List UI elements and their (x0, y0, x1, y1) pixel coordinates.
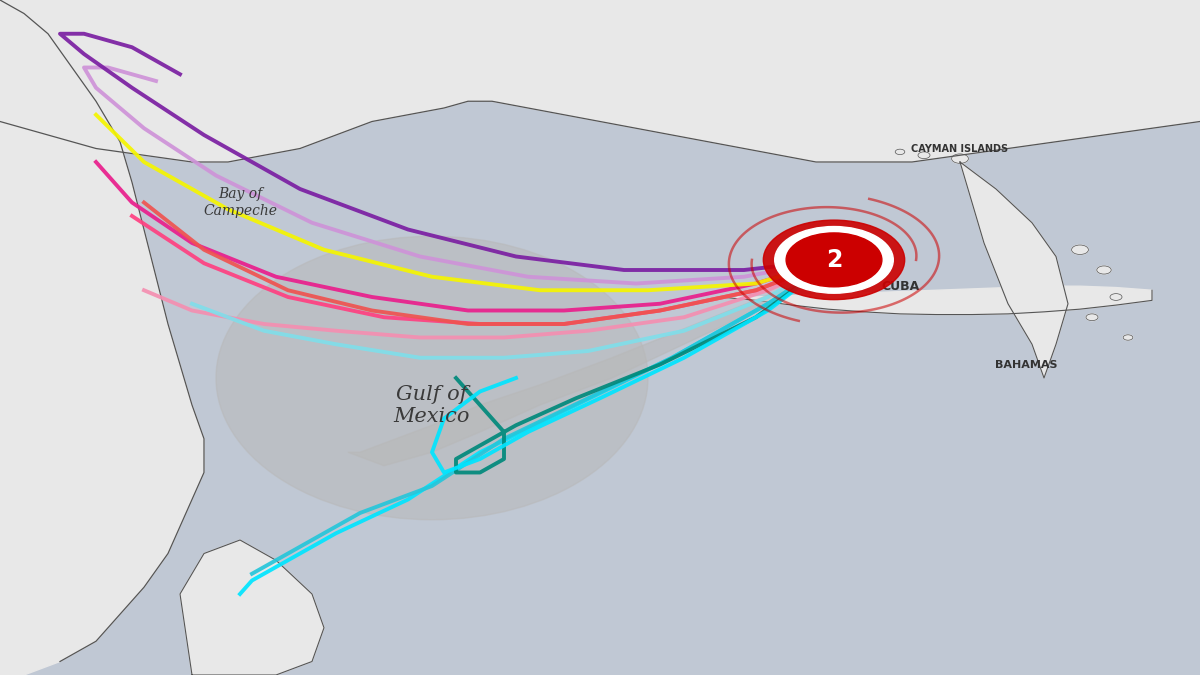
Circle shape (775, 227, 893, 293)
Polygon shape (0, 0, 204, 675)
Polygon shape (180, 540, 324, 675)
Polygon shape (720, 286, 1152, 315)
Text: Gulf of
Mexico: Gulf of Mexico (394, 385, 470, 425)
Polygon shape (348, 253, 834, 466)
Polygon shape (0, 0, 1200, 162)
Text: CUBA: CUBA (881, 280, 919, 294)
Polygon shape (960, 162, 1068, 378)
Circle shape (1072, 245, 1088, 254)
Circle shape (763, 220, 905, 300)
Text: CAYMAN ISLANDS: CAYMAN ISLANDS (912, 144, 1008, 153)
Circle shape (1086, 314, 1098, 321)
Circle shape (918, 152, 930, 159)
Circle shape (1110, 294, 1122, 300)
Circle shape (895, 149, 905, 155)
Text: BAHAMAS: BAHAMAS (995, 360, 1057, 369)
Text: 2: 2 (826, 248, 842, 272)
Circle shape (952, 154, 968, 163)
Ellipse shape (216, 236, 648, 520)
Circle shape (786, 233, 882, 287)
Circle shape (1097, 266, 1111, 274)
Text: Bay of
Campeche: Bay of Campeche (203, 188, 277, 217)
Circle shape (1123, 335, 1133, 340)
